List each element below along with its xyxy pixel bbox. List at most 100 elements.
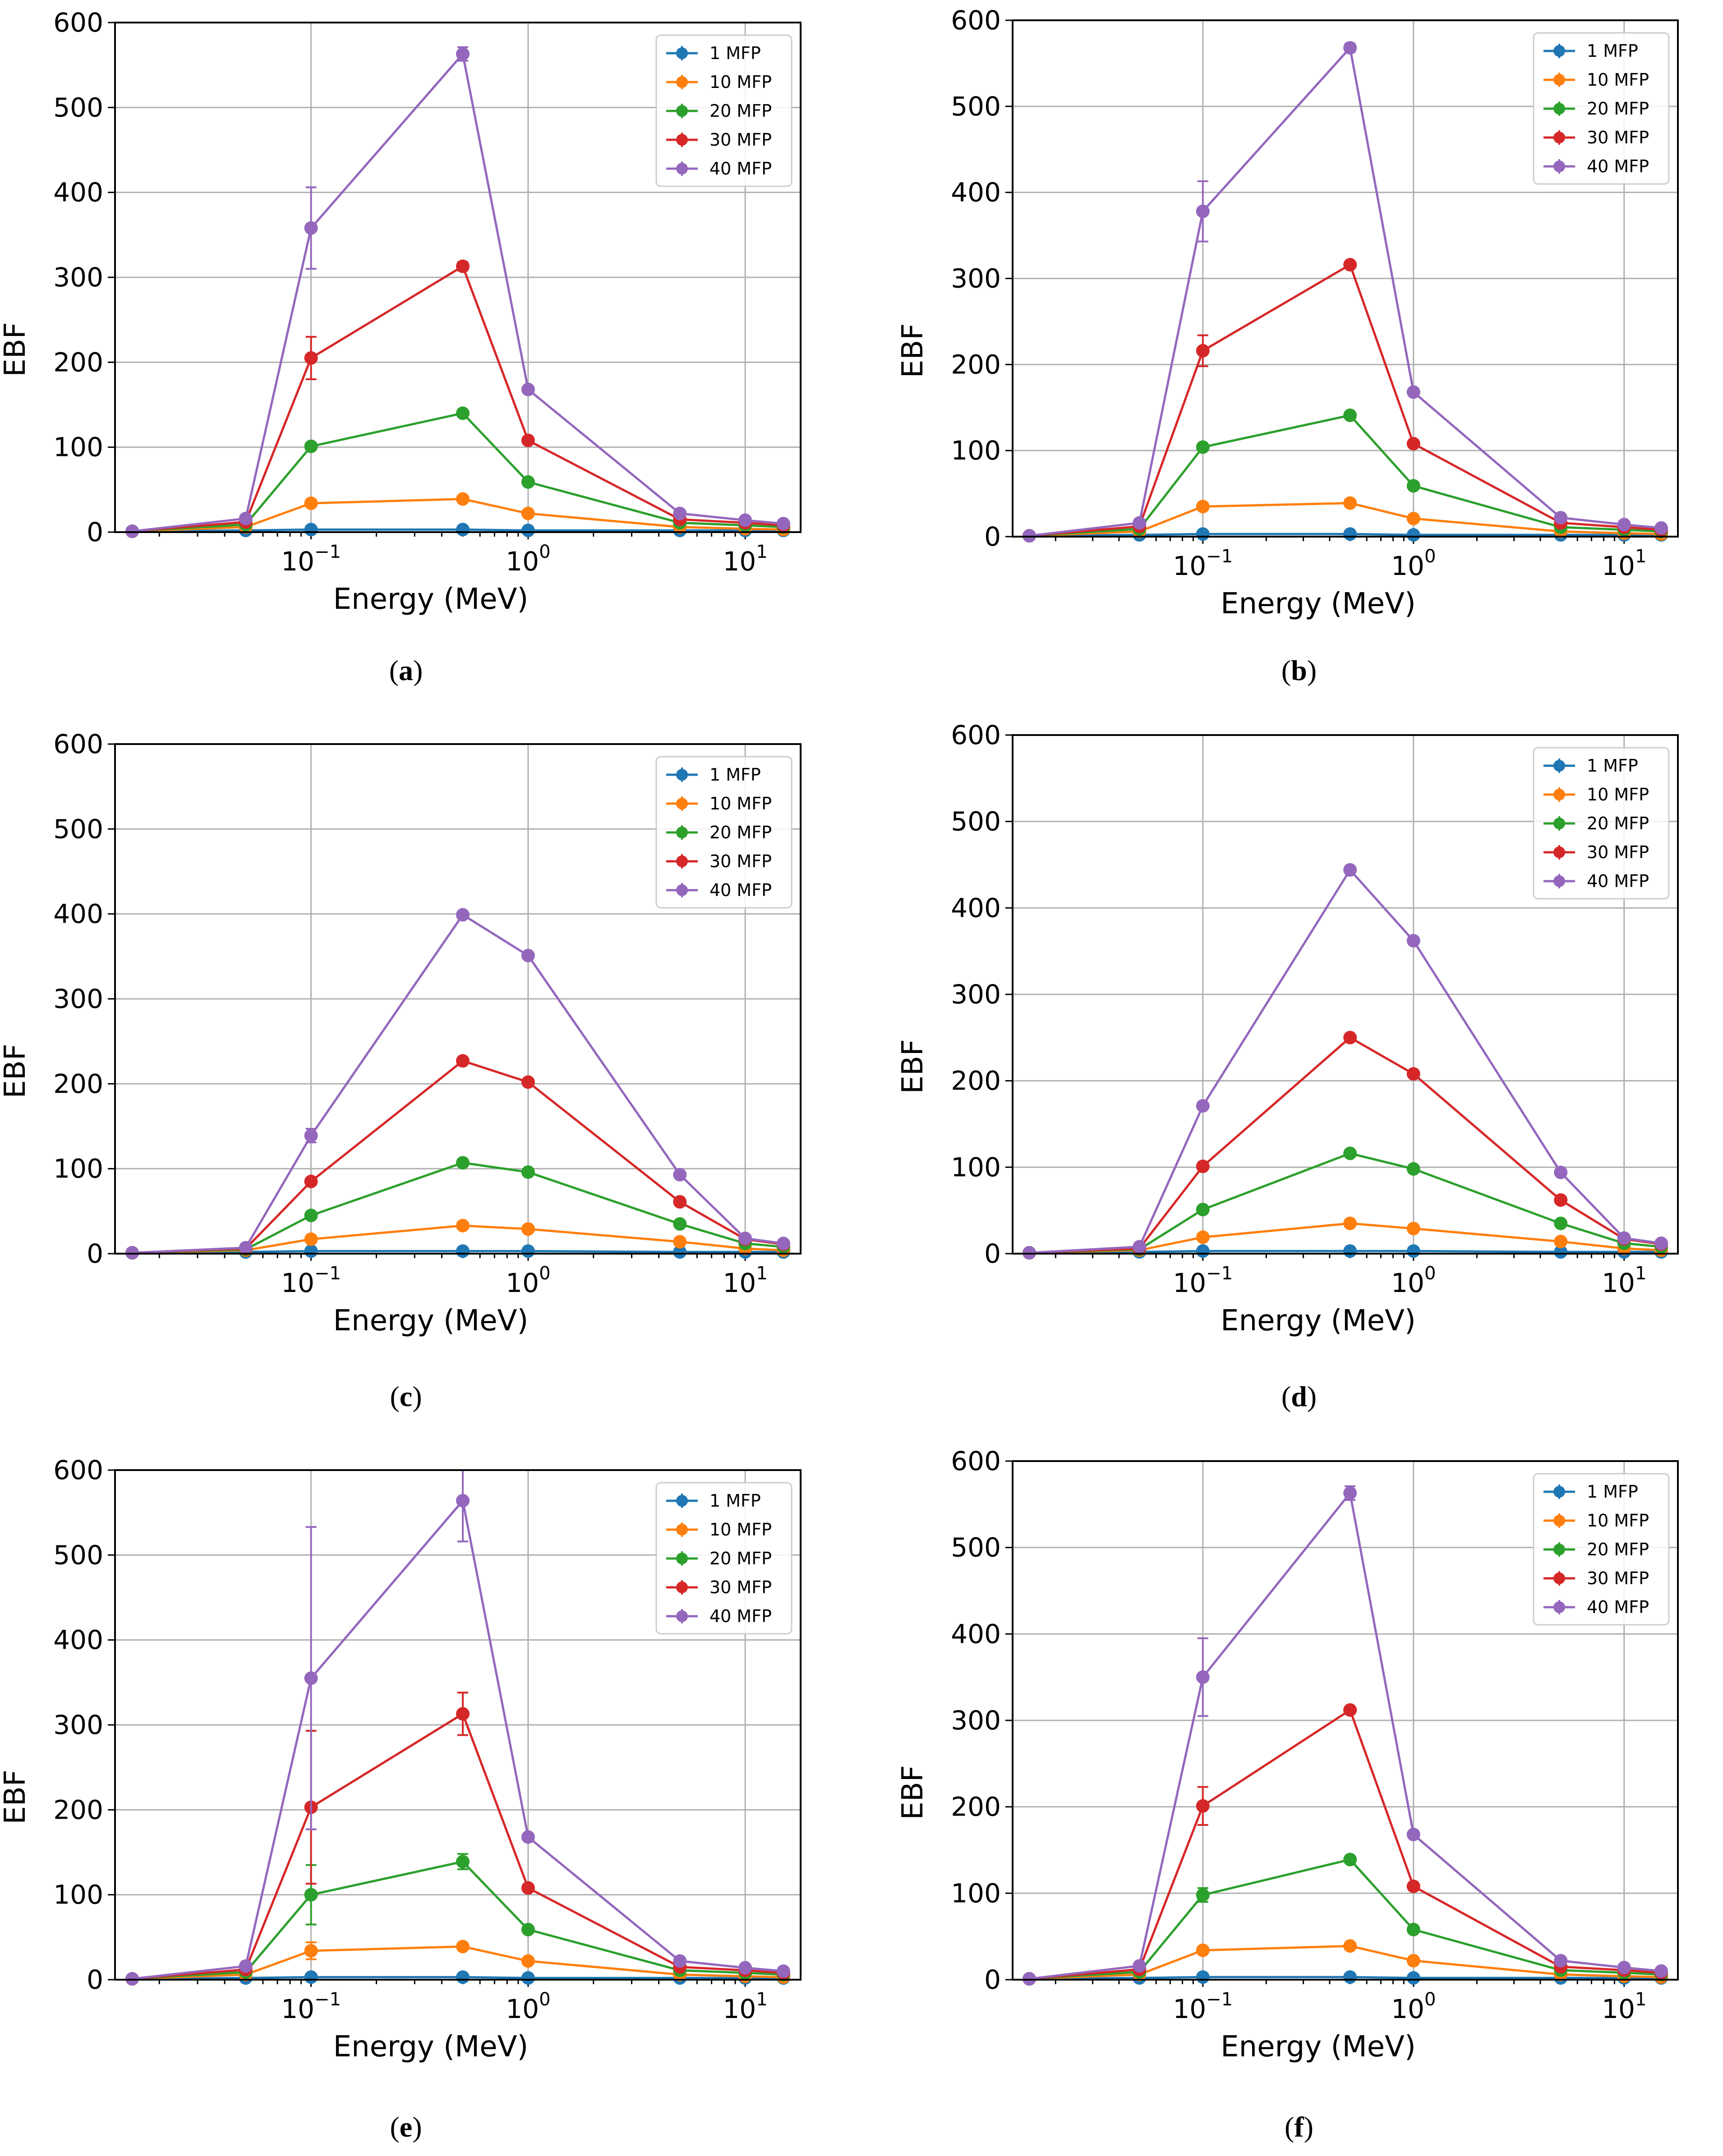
data-point [239, 1241, 253, 1255]
y-tick-label: 600 [951, 720, 1001, 750]
legend-marker [676, 884, 688, 896]
data-point [1133, 1959, 1147, 1973]
legend-label: 20 MFP [1587, 1540, 1649, 1559]
y-tick-label: 0 [984, 1964, 1001, 1995]
data-point [304, 1174, 318, 1188]
legend-marker [676, 1610, 688, 1622]
legend-label: 1 MFP [1587, 756, 1638, 776]
legend-marker [676, 76, 688, 88]
data-point [304, 1671, 318, 1685]
series-line [1029, 1152, 1662, 1254]
data-point [673, 1195, 687, 1209]
series-line [132, 264, 784, 533]
legend-marker [1553, 1601, 1565, 1613]
series-line [132, 1976, 783, 1980]
data-point [1343, 1703, 1357, 1717]
data-point [456, 1855, 470, 1869]
x-tick-label: 100 [1391, 1989, 1436, 2024]
series-line [1029, 1976, 1662, 1980]
data-point [1406, 1244, 1420, 1258]
data-point [304, 523, 318, 537]
legend-marker [1553, 789, 1565, 800]
x-tick-label: 100 [506, 1989, 550, 2024]
legend-marker [676, 47, 688, 59]
legend-marker [676, 855, 688, 867]
data-point [776, 517, 790, 531]
y-tick-label: 500 [951, 806, 1001, 837]
series-line [132, 913, 784, 1254]
data-point [1406, 1880, 1420, 1893]
legend-marker [676, 1581, 688, 1593]
data-point [1343, 863, 1357, 877]
y-tick-label: 0 [87, 1964, 103, 1995]
data-point [1343, 496, 1357, 510]
series-line [132, 51, 784, 533]
legend-marker [1553, 45, 1565, 57]
legend-box [1533, 32, 1670, 185]
data-point [456, 1970, 470, 1984]
legend-marker [1553, 1544, 1565, 1555]
data-point [1554, 1165, 1568, 1179]
data-point [521, 1971, 535, 1985]
y-axis-label: EBF [0, 322, 32, 377]
y-tick-label: 300 [951, 1705, 1001, 1736]
data-point [521, 1165, 535, 1179]
series-line [1029, 414, 1662, 537]
legend-label: 40 MFP [1587, 156, 1649, 176]
legend-marker [1553, 161, 1565, 172]
legend-label: 10 MFP [1587, 785, 1649, 804]
legend-marker [1553, 846, 1565, 858]
y-axis-label: EBF [896, 1039, 930, 1094]
legend-label: 10 MFP [1587, 1511, 1649, 1531]
series-line [132, 1250, 783, 1254]
x-tick-label: 101 [723, 542, 768, 577]
data-point [521, 1244, 535, 1258]
data-point [1196, 1888, 1210, 1902]
data-point [521, 506, 535, 520]
data-point [521, 1830, 535, 1844]
legend-marker [676, 827, 688, 838]
data-point [456, 259, 470, 273]
x-tick-label: 101 [723, 1989, 768, 2024]
data-point [673, 1217, 687, 1231]
data-point [1196, 527, 1210, 541]
series-line [132, 1860, 784, 1980]
data-point [1133, 1240, 1147, 1254]
legend-label: 40 MFP [1587, 871, 1649, 891]
plot-frame [114, 22, 802, 533]
legend-marker [676, 105, 688, 117]
series-line [1029, 1945, 1662, 1980]
x-axis-label: Energy (MeV) [333, 1304, 529, 1338]
legend-box [1533, 747, 1670, 900]
series-line [132, 1712, 784, 1980]
series-line [132, 412, 784, 533]
caption-f: (f) [1285, 2111, 1313, 2143]
y-tick-label: 300 [53, 262, 103, 293]
data-point [456, 1054, 470, 1068]
data-point [1196, 1159, 1210, 1173]
y-tick-label: 400 [951, 892, 1001, 923]
data-point [1196, 1943, 1210, 1957]
data-point [456, 47, 470, 61]
data-point [1654, 1964, 1668, 1978]
data-point [1196, 440, 1210, 454]
data-point [776, 1964, 790, 1978]
legend-marker [676, 1553, 688, 1564]
plot-frame [1012, 734, 1679, 1255]
chart-e: 0 100 200 300 400 500 600 10−1 100 101 Energy (MeV… [0, 1455, 802, 2064]
legend-label: 30 MFP [1587, 1568, 1649, 1588]
y-tick-label: 200 [951, 1066, 1001, 1096]
data-point [1196, 500, 1210, 514]
legend-label: 20 MFP [709, 823, 772, 842]
data-point [1406, 385, 1420, 399]
data-point [304, 1244, 318, 1258]
legend-label: 20 MFP [1587, 99, 1649, 119]
data-point [1196, 1203, 1210, 1217]
x-axis-label: Energy (MeV) [1221, 587, 1416, 621]
data-point [304, 1970, 318, 1984]
y-tick-label: 500 [951, 1532, 1001, 1563]
legend-box [655, 756, 792, 909]
data-point [1554, 1245, 1568, 1259]
x-axis-label: Energy (MeV) [1221, 1304, 1416, 1338]
series-line [132, 528, 783, 533]
